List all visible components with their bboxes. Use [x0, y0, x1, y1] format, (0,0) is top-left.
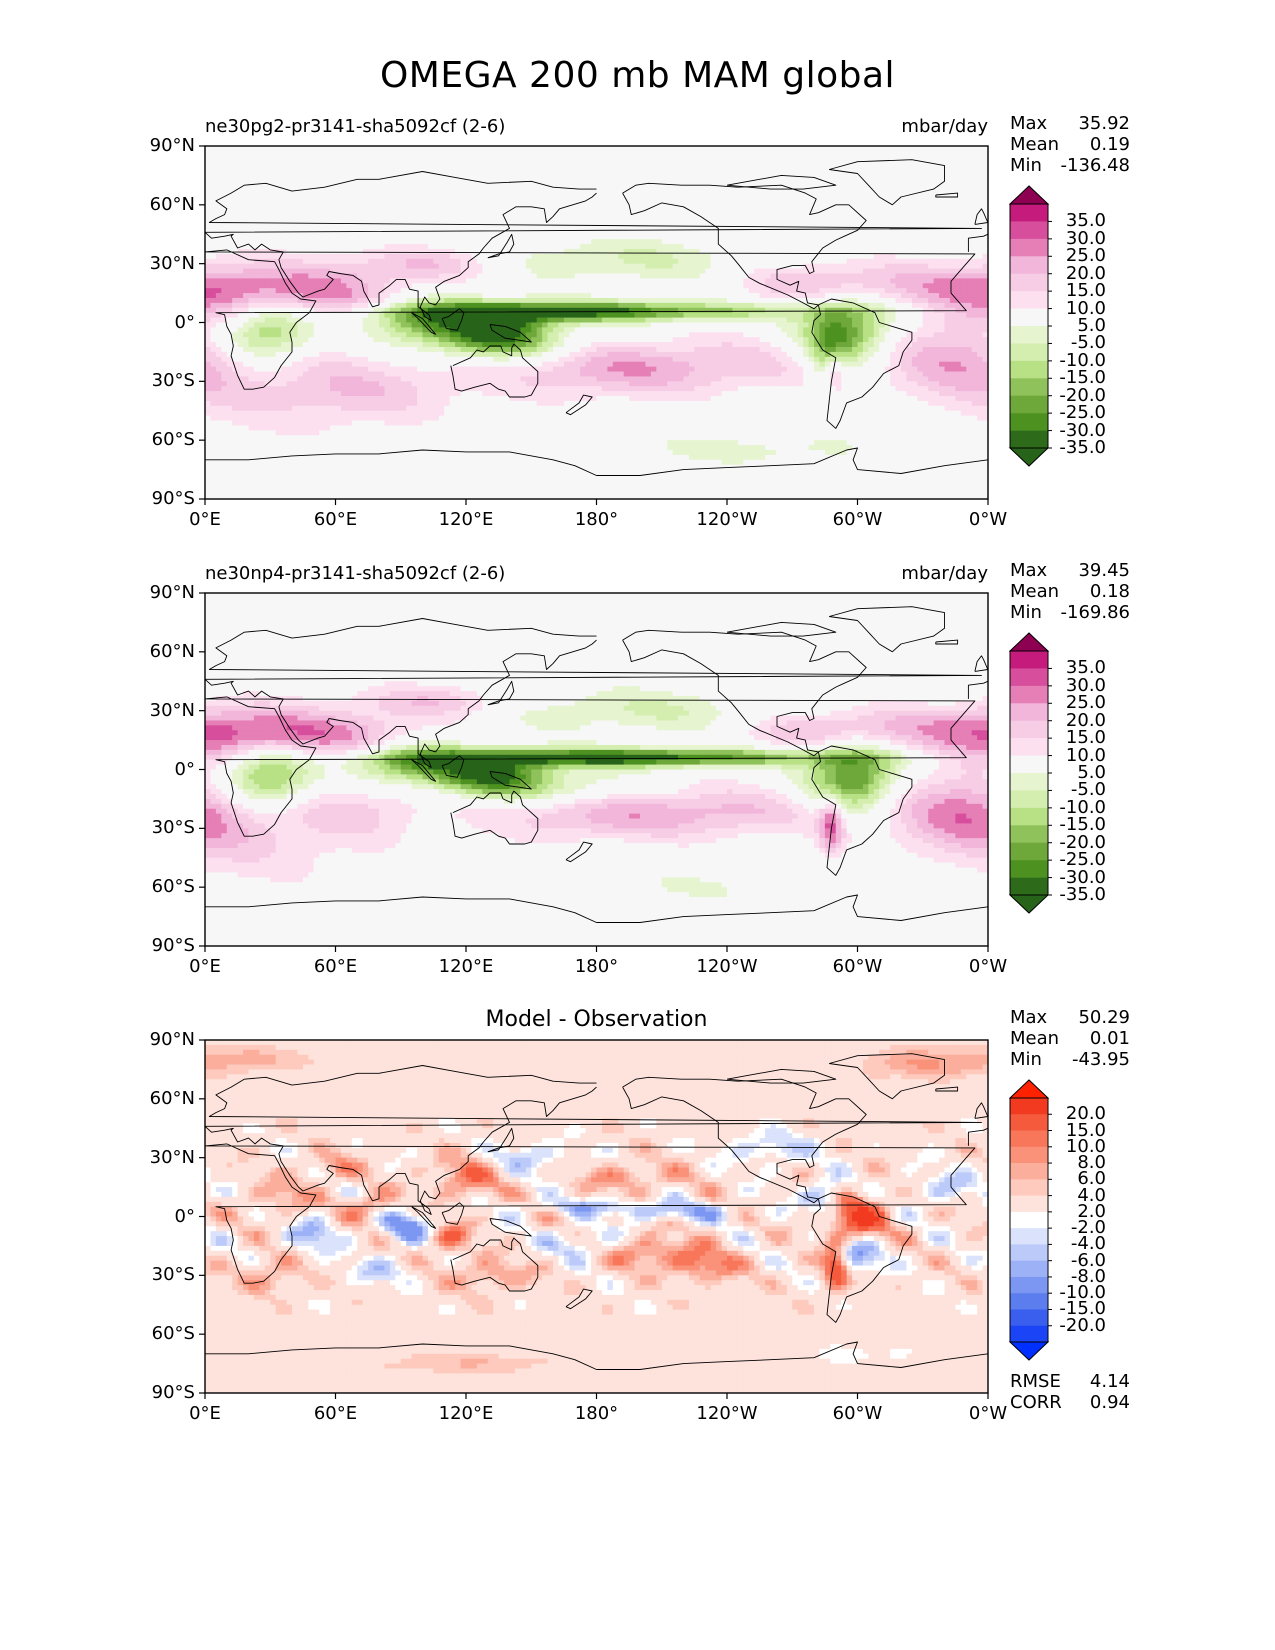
- figure: OMEGA 200 mb MAM global 0°E 60°E 120°E 180°…: [0, 0, 1275, 1650]
